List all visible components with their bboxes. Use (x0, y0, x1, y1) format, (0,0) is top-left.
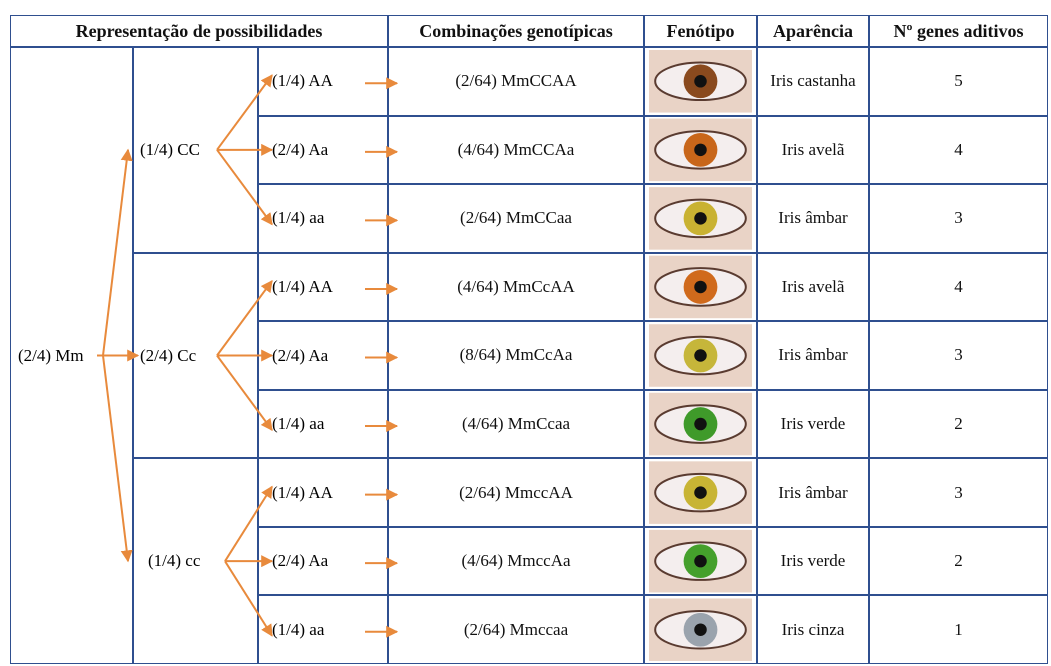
allele-label: (2/4) Aa (272, 345, 329, 365)
group-label: (2/4) Cc (140, 345, 197, 365)
appearance-cell: Iris verde (757, 526, 869, 596)
phenotype-cell (644, 321, 757, 390)
appearance-cell: Iris avelã (757, 115, 869, 185)
phenotype-cell (644, 184, 757, 253)
genes-cell: 4 (869, 115, 1048, 185)
phenotype-cell (644, 115, 757, 185)
allele-label: (1/4) AA (272, 482, 333, 502)
header-cell: Nº genes aditivos (869, 15, 1048, 47)
arrow (224, 560, 273, 637)
allele-label: (1/4) aa (272, 208, 325, 228)
arrow (216, 74, 273, 151)
appearance-cell: Iris âmbar (757, 321, 869, 390)
allele-label: (1/4) AA (272, 71, 333, 91)
appearance-cell: Iris âmbar (757, 458, 869, 527)
pupil (694, 417, 707, 431)
arrow (216, 279, 273, 357)
appearance-cell: Iris castanha (757, 47, 869, 116)
group-label: (1/4) cc (148, 551, 201, 571)
allele-label: (2/4) Aa (272, 139, 329, 159)
allele-label: (1/4) aa (272, 619, 325, 639)
appearance-cell: Iris âmbar (757, 184, 869, 253)
genes-cell: 2 (869, 389, 1048, 459)
arrow (102, 148, 133, 356)
genes-cell: 5 (869, 47, 1048, 116)
root-label: (2/4) Mm (18, 345, 84, 365)
group-label: (1/4) CC (140, 139, 200, 159)
phenotype-cell (644, 526, 757, 596)
appearance-cell: Iris cinza (757, 595, 869, 664)
pupil (694, 623, 707, 636)
phenotype-cell (644, 458, 757, 527)
arrow (224, 485, 273, 562)
phenotype-cell (644, 595, 757, 664)
pupil (694, 349, 707, 362)
appearance-cell: Iris avelã (757, 252, 869, 322)
pupil (694, 554, 707, 568)
header-cell: Aparência (757, 15, 869, 47)
pupil (694, 280, 707, 294)
genes-cell: 2 (869, 526, 1048, 596)
phenotype-cell (644, 389, 757, 459)
pupil (694, 75, 707, 88)
arrow (216, 149, 273, 226)
allele-label: (1/4) AA (272, 276, 333, 296)
genes-cell: 1 (869, 595, 1048, 664)
phenotype-cell (644, 47, 757, 116)
genes-cell: 3 (869, 458, 1048, 527)
header-cell: Fenótipo (644, 15, 757, 47)
header-cell: Combinações genotípicas (388, 15, 644, 47)
header-cell: Representação de possibilidades (10, 15, 388, 47)
pupil (694, 143, 707, 157)
allele-label: (1/4) aa (272, 414, 325, 434)
appearance-cell: Iris verde (757, 389, 869, 459)
arrow (102, 355, 133, 563)
genes-cell: 4 (869, 252, 1048, 322)
pupil (694, 212, 707, 225)
pupil (694, 486, 707, 499)
arrow (216, 354, 273, 432)
phenotype-cell (644, 252, 757, 322)
genes-cell: 3 (869, 321, 1048, 390)
genes-cell: 3 (869, 184, 1048, 253)
allele-label: (2/4) Aa (272, 551, 329, 571)
